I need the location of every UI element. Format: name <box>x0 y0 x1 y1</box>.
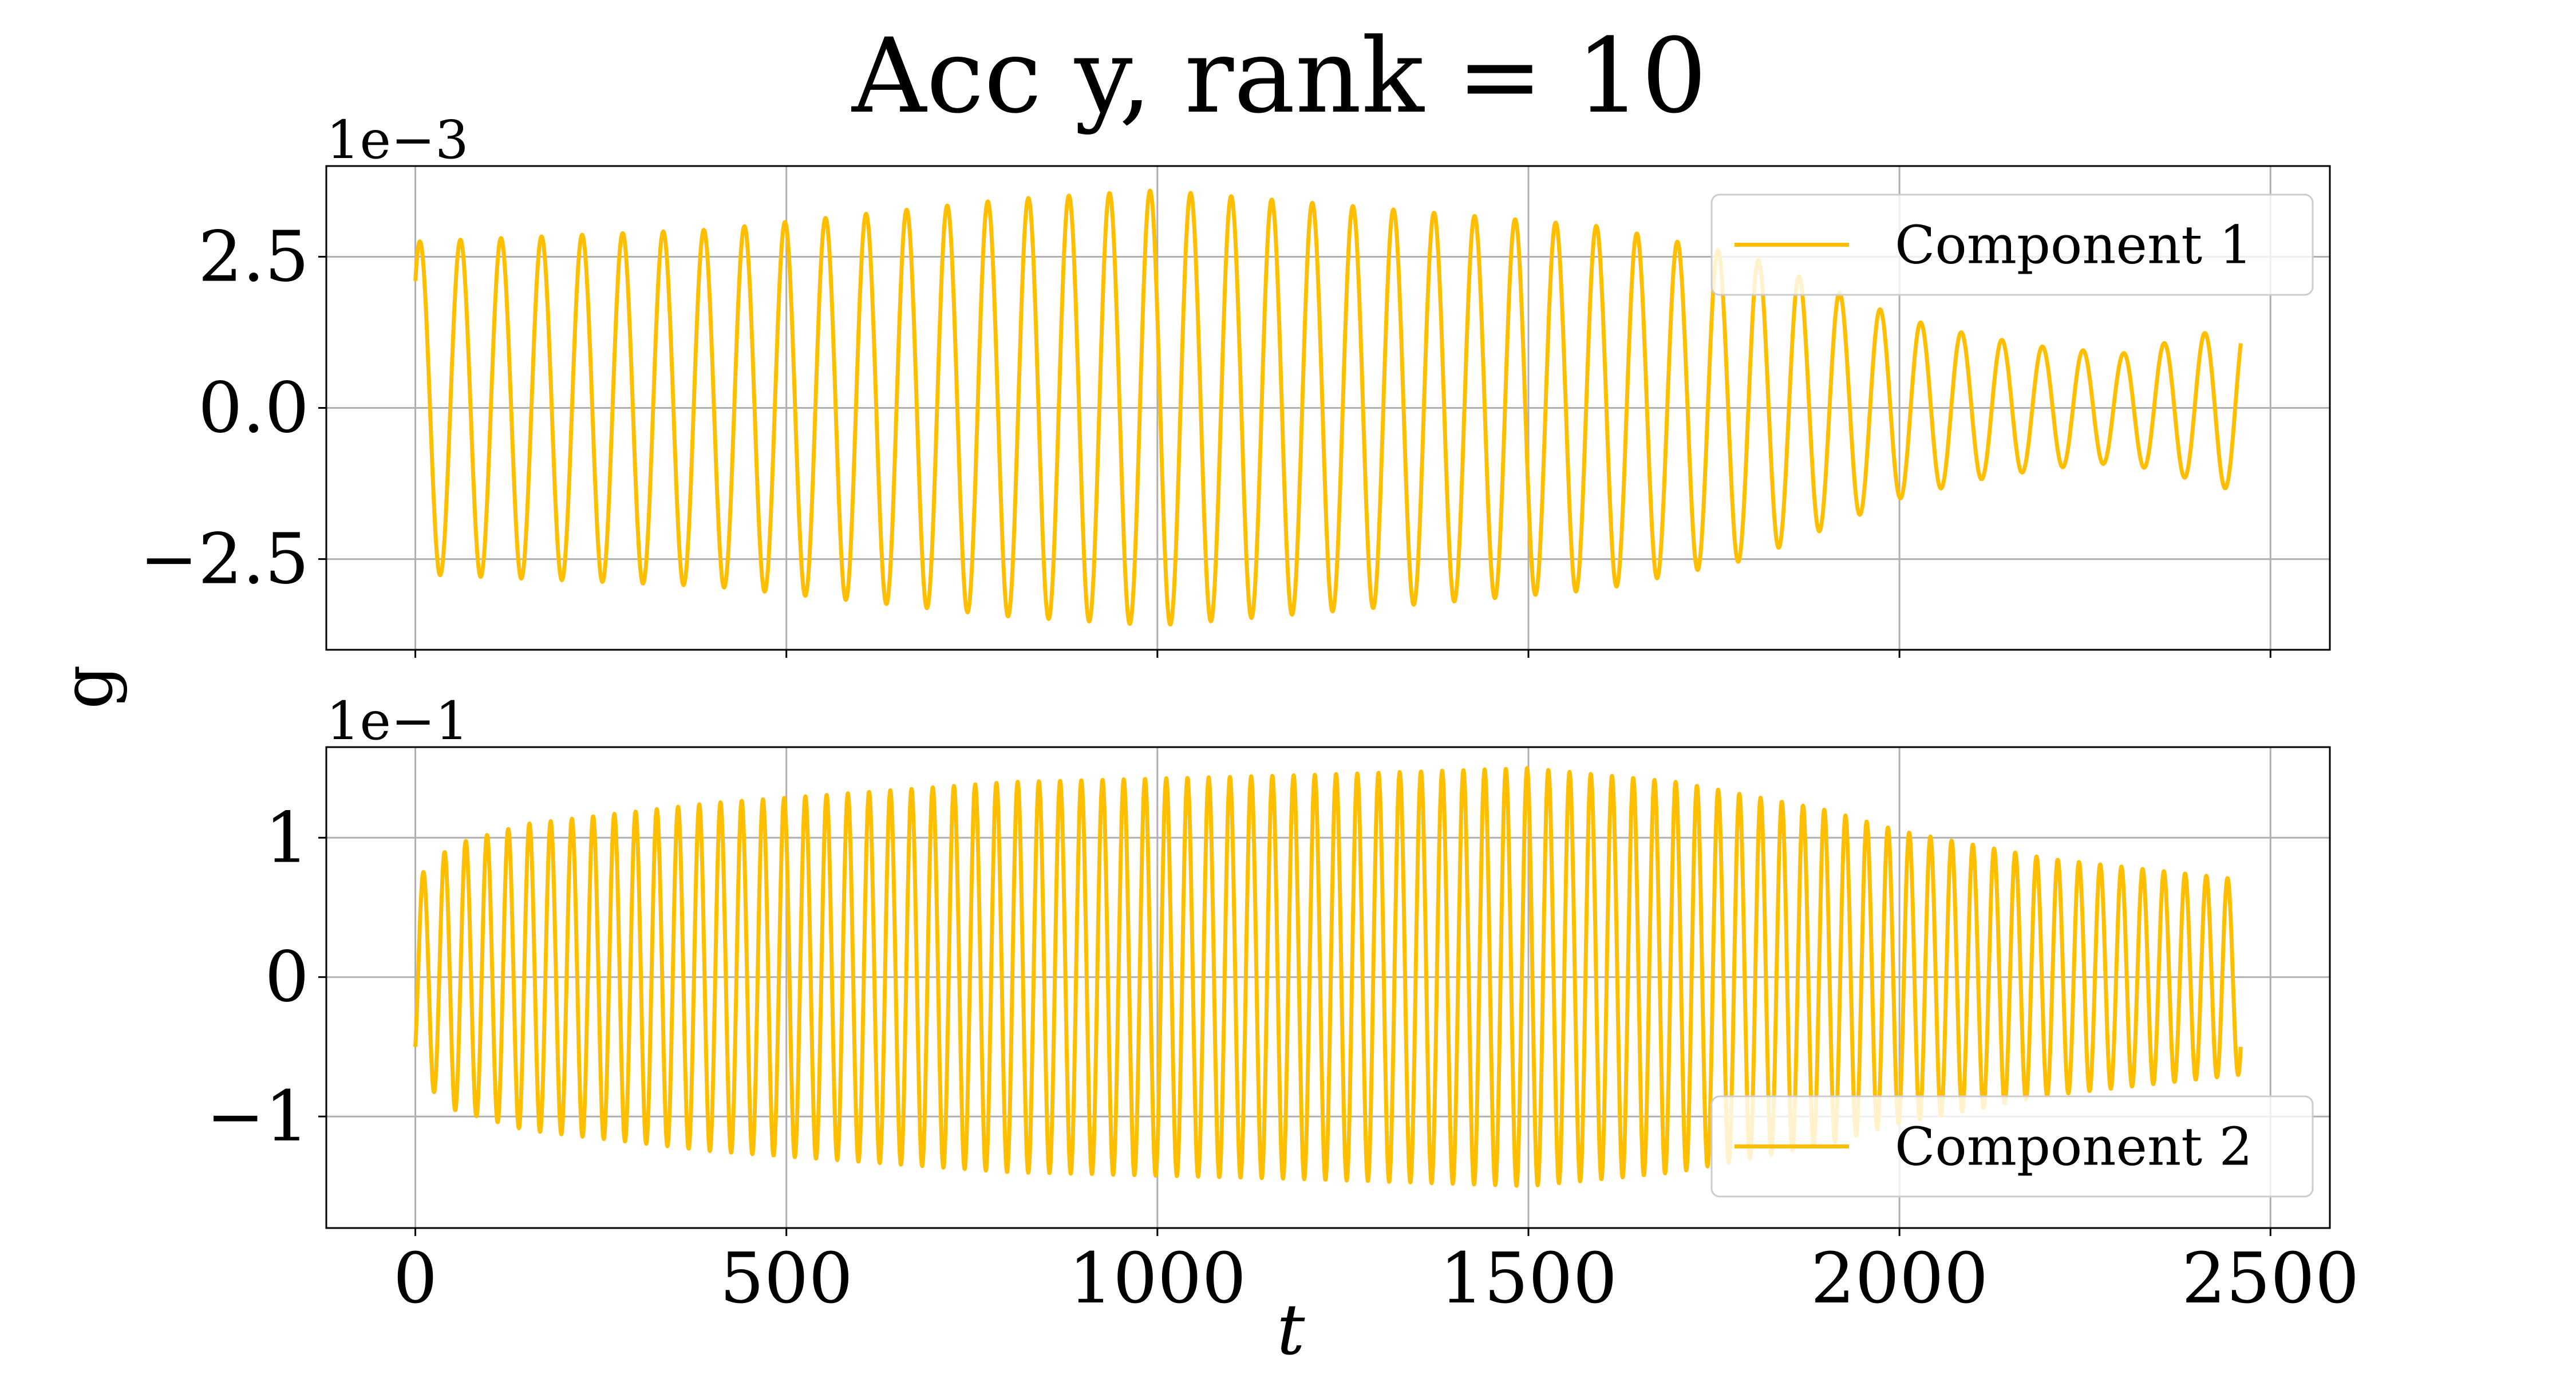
legend-label-2: Component 2 <box>1895 1116 2253 1178</box>
axes-frame-1 <box>325 165 2331 651</box>
x-tick-label: 0 <box>393 1238 438 1319</box>
x-tick-label: 2500 <box>2182 1238 2359 1319</box>
legend-box-1 <box>1710 194 2314 296</box>
legend-label-1: Component 1 <box>1895 215 2253 276</box>
series-line-component-1 <box>413 188 2243 627</box>
y-tick-label: 0 <box>264 937 309 1018</box>
x-ticks-2: 0 500 1000 1500 2000 2500 <box>393 1228 2360 1319</box>
x-tick-label: 1500 <box>1440 1238 1617 1319</box>
y-ticks-1: 2.5 0.0 −2.5 <box>140 216 326 600</box>
legend-box-2 <box>1710 1095 2314 1198</box>
y-axis-label: g <box>47 665 128 709</box>
x-tick-label: 500 <box>720 1238 853 1319</box>
x-ticks-1 <box>414 650 2271 658</box>
x-axis-label: t <box>1277 1289 1305 1371</box>
y-tick-label: −2.5 <box>140 519 309 600</box>
y-tick-label: 0.0 <box>198 368 309 449</box>
y-tick-label: 1 <box>264 797 309 878</box>
axes-frame-2 <box>325 746 2331 1229</box>
legend-2: Component 2 <box>1710 1095 2314 1198</box>
legend-1: Component 1 <box>1710 194 2314 296</box>
series-line-component-2 <box>413 766 2243 1188</box>
subplot-component-2: 1 0 −1 0 500 1000 1500 2000 2500 1e−1 Component… <box>206 690 2359 1319</box>
chart-title: Acc y, rank = 10 <box>851 17 1707 136</box>
y-offset-label-1: 1e−3 <box>326 109 469 171</box>
subplot-component-1: 2.5 0.0 −2.5 1e−3 Component 1 <box>140 109 2331 658</box>
y-offset-label-2: 1e−1 <box>326 690 469 752</box>
x-tick-label: 1000 <box>1069 1238 1246 1319</box>
y-tick-label: −1 <box>206 1076 309 1157</box>
y-ticks-2: 1 0 −1 <box>206 797 326 1157</box>
y-tick-label: 2.5 <box>198 216 309 297</box>
x-tick-label: 2000 <box>1811 1238 1988 1319</box>
